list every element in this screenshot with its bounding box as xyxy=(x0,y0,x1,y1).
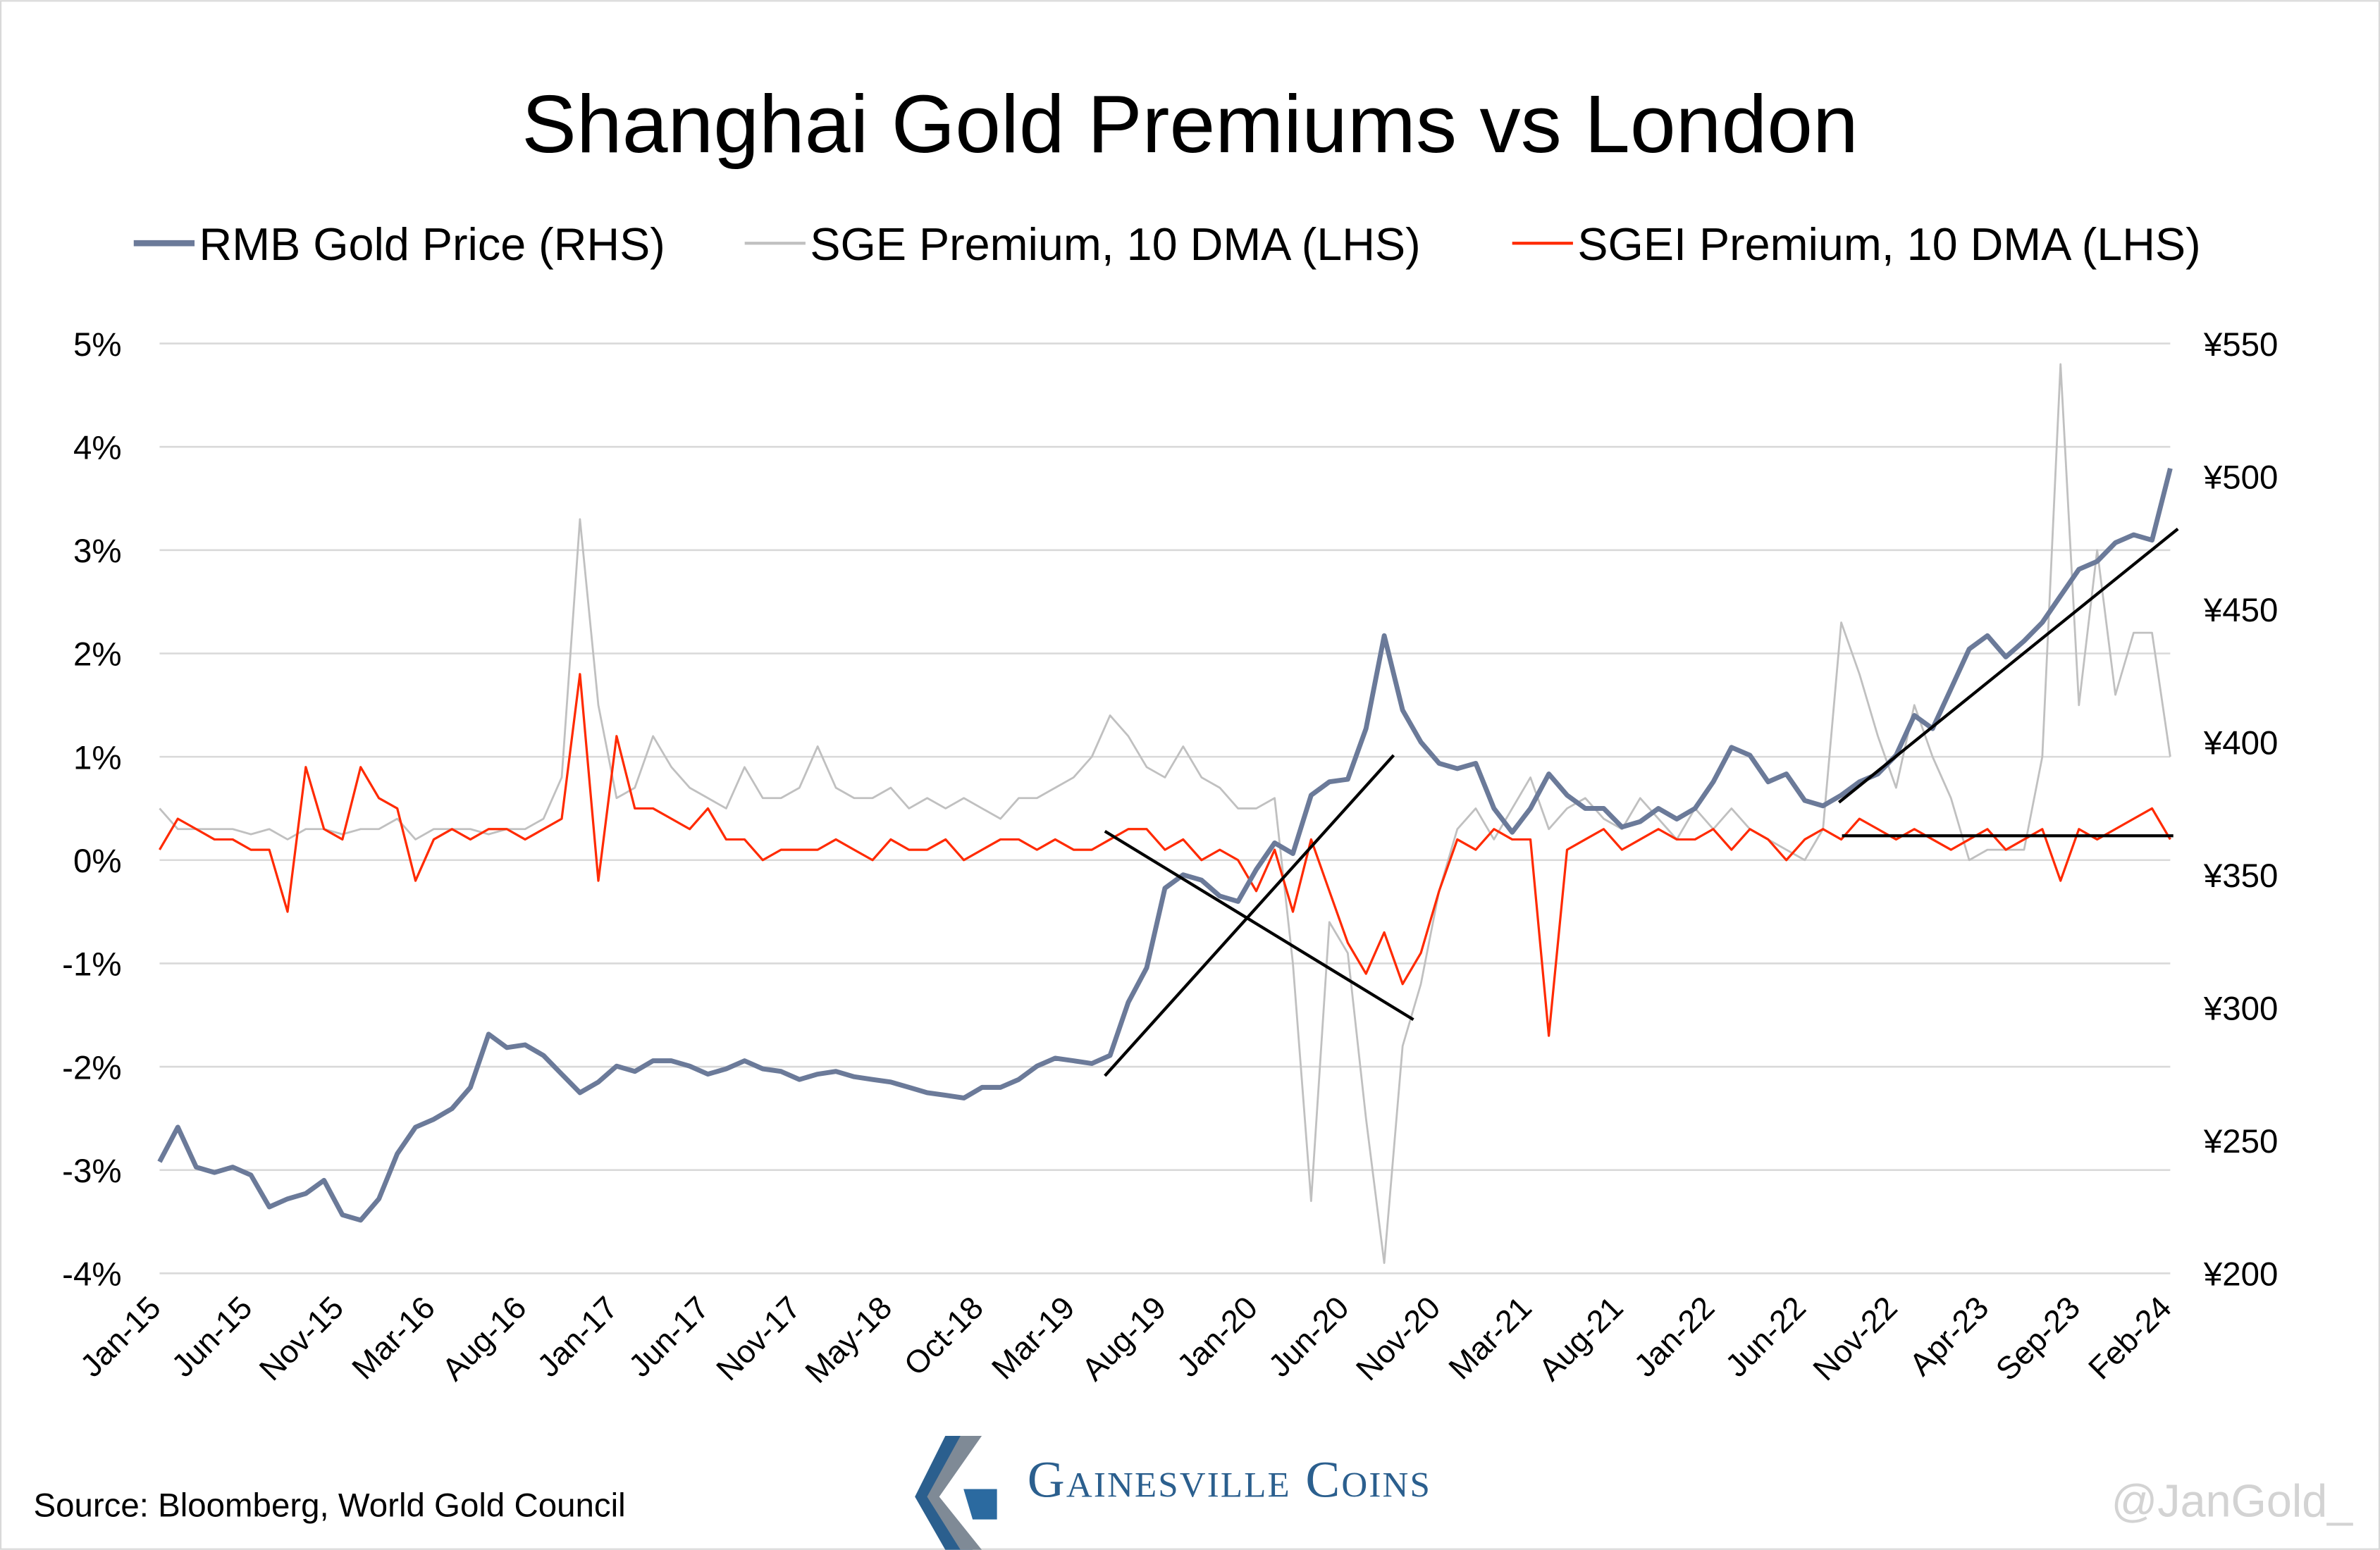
y-left-tick-label: 2% xyxy=(73,636,122,674)
y-left-tick-label: -3% xyxy=(62,1153,121,1190)
series-line-2 xyxy=(159,673,2171,1037)
brand-name: Gainesville Coins xyxy=(1028,1451,1431,1508)
y-right-tick-label: ¥400 xyxy=(2203,724,2279,762)
legend-label-1: SGE Premium, 10 DMA (LHS) xyxy=(810,218,1420,270)
y-left-tick-label: 1% xyxy=(73,739,122,776)
y-axis-right: ¥550 ¥500 ¥450 ¥400 ¥350 ¥300 ¥250 ¥200 xyxy=(2203,326,2279,1294)
source-note: Source: Bloomberg, World Gold Council xyxy=(33,1487,625,1524)
y-left-tick-label: 0% xyxy=(73,843,122,880)
watermark: @JanGold_ xyxy=(2111,1475,2354,1526)
gainesville-coins-logo: Gainesville Coins xyxy=(915,1436,1431,1550)
y-left-tick-label: 3% xyxy=(73,533,122,570)
series-line-0 xyxy=(157,467,2173,1223)
y-right-tick-label: ¥550 xyxy=(2203,326,2279,364)
logo-mark-icon xyxy=(915,1436,997,1550)
legend: RMB Gold Price (RHS) SGE Premium, 10 DMA … xyxy=(133,218,2201,270)
series-line-1 xyxy=(159,363,2171,1265)
trend-line xyxy=(1104,829,1414,1022)
trend-annotations xyxy=(1104,527,2179,1077)
legend-label-2: SGEI Premium, 10 DMA (LHS) xyxy=(1577,218,2200,270)
y-right-tick-label: ¥450 xyxy=(2203,592,2279,629)
y-left-tick-label: -2% xyxy=(62,1049,121,1086)
chart-title: Shanghai Gold Premiums vs London xyxy=(522,78,1858,170)
y-right-tick-label: ¥200 xyxy=(2203,1256,2279,1294)
y-left-tick-label: -4% xyxy=(62,1256,121,1294)
y-right-tick-label: ¥350 xyxy=(2203,857,2279,895)
y-left-tick-label: -1% xyxy=(62,946,121,984)
y-left-tick-label: 4% xyxy=(73,429,122,466)
series-group xyxy=(157,363,2173,1265)
trend-line xyxy=(1104,754,1395,1077)
y-right-tick-label: ¥250 xyxy=(2203,1123,2279,1160)
y-left-tick-label: 5% xyxy=(73,326,122,364)
y-right-tick-label: ¥300 xyxy=(2203,990,2279,1027)
gridlines xyxy=(159,342,2171,1275)
y-right-tick-label: ¥500 xyxy=(2203,459,2279,496)
legend-label-0: RMB Gold Price (RHS) xyxy=(199,218,665,270)
trend-line xyxy=(1837,527,2179,804)
y-axis-left: 5% 4% 3% 2% 1% 0% -1% -2% -3% -4% xyxy=(62,326,121,1294)
